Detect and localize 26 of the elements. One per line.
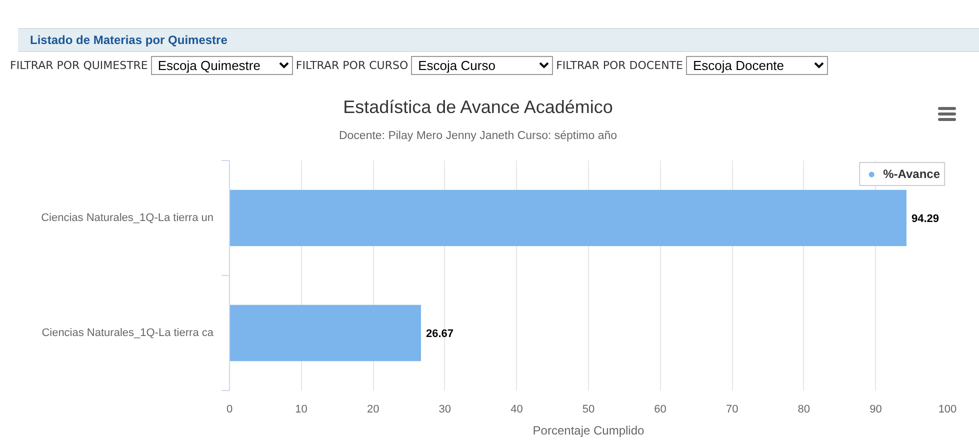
legend-label: %-Avance [883, 167, 940, 181]
x-tick-label: 80 [798, 404, 810, 416]
text: Escoja Docente [686, 56, 828, 74]
y-tick-label: Ciencias Naturales_1Q-La tierra un [41, 212, 214, 224]
text: Escoja Quimestre [150, 56, 293, 74]
chart-title: Estadística de Avance Académico [342, 97, 614, 118]
data-label: 26.67 [426, 328, 454, 340]
text: FILTRAR POR CURSO [296, 58, 408, 72]
x-tick-label: 30 [438, 404, 452, 416]
y-tick-label: Ciencias Naturales_1Q-La tierra ca [42, 327, 214, 339]
x-tick-label: 70 [726, 404, 738, 416]
x-tick-label: 100 [938, 404, 957, 416]
x-tick-label: 20 [366, 404, 380, 416]
x-tick-label: 0 [226, 404, 233, 416]
x-tick-label: 40 [510, 404, 523, 416]
text: Listado de Materias por Quimestre [30, 33, 228, 47]
x-tick-label: 60 [654, 404, 666, 416]
x-tick-label: 50 [582, 404, 595, 416]
x-axis-title: Porcentaje Cumplido [532, 424, 645, 438]
text: FILTRAR POR DOCENTE [556, 58, 683, 72]
text: Escoja Curso [411, 56, 554, 74]
text: FILTRAR POR QUIMESTRE [10, 58, 148, 72]
data-label: 94.29 [912, 213, 940, 225]
x-tick-label: 90 [870, 404, 882, 416]
x-tick-label: 10 [295, 404, 308, 416]
chart-subtitle: Docente: Pilay Mero Jenny Janeth Curso: séptimo año [338, 130, 618, 142]
